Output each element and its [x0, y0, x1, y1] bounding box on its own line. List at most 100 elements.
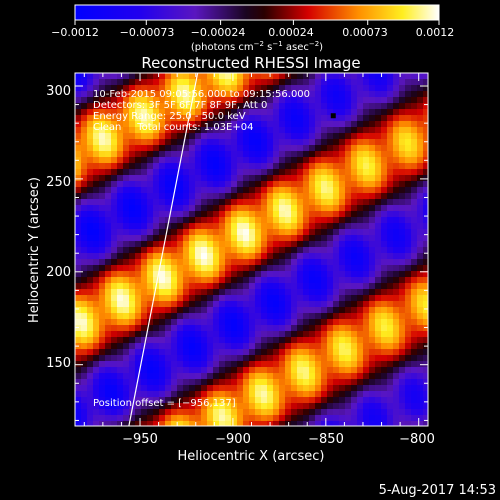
heatmap-cell [75, 187, 82, 194]
heatmap-cell [303, 163, 310, 170]
heatmap-cell [93, 295, 100, 302]
heatmap-cell [213, 295, 220, 302]
heatmap-cell [411, 379, 418, 386]
heatmap-cell [417, 223, 424, 230]
heatmap-cell [393, 361, 400, 368]
heatmap-cell [201, 343, 208, 350]
heatmap-cell [129, 415, 136, 422]
heatmap-cell [285, 139, 292, 146]
heatmap-cell [153, 301, 160, 308]
heatmap-cell [249, 91, 256, 98]
heatmap-cell [123, 295, 130, 302]
heatmap-cell [297, 127, 304, 134]
heatmap-cell [249, 223, 256, 230]
heatmap-cell [291, 199, 298, 206]
heatmap-cell [405, 259, 412, 266]
heatmap-cell [123, 103, 130, 110]
heatmap-cell [105, 211, 112, 218]
heatmap-cell [123, 187, 130, 194]
heatmap-cell [363, 253, 370, 260]
heatmap-cell [393, 139, 400, 146]
heatmap-cell [177, 373, 184, 380]
heatmap-cell [309, 307, 316, 314]
heatmap-cell [405, 193, 412, 200]
heatmap-cell [285, 361, 292, 368]
heatmap-cell [249, 253, 256, 260]
heatmap-cell [393, 295, 400, 302]
heatmap-cell [195, 199, 202, 206]
heatmap-cell [135, 253, 142, 260]
heatmap-cell [147, 73, 154, 80]
heatmap-cell [99, 181, 106, 188]
heatmap-cell [267, 199, 274, 206]
heatmap-cell [231, 145, 238, 152]
heatmap-cell [357, 409, 364, 416]
heatmap-cell [153, 247, 160, 254]
heatmap-cell [213, 355, 220, 362]
heatmap-cell [195, 187, 202, 194]
heatmap-cell [201, 193, 208, 200]
heatmap-cell [327, 247, 334, 254]
heatmap-cell [171, 373, 178, 380]
heatmap-cell [135, 181, 142, 188]
heatmap-cell [345, 331, 352, 338]
heatmap-cell [183, 349, 190, 356]
heatmap-cell [357, 265, 364, 272]
heatmap-cell [261, 121, 268, 128]
heatmap-cell [195, 91, 202, 98]
heatmap-cell [171, 259, 178, 266]
heatmap-cell [261, 241, 268, 248]
heatmap-cell [321, 121, 328, 128]
heatmap-cell [351, 247, 358, 254]
heatmap-cell [237, 409, 244, 416]
heatmap-cell [321, 271, 328, 278]
heatmap-cell [93, 169, 100, 176]
heatmap-cell [261, 277, 268, 284]
heatmap-cell [111, 277, 118, 284]
heatmap-cell [231, 409, 238, 416]
heatmap-cell [303, 349, 310, 356]
heatmap-cell [261, 85, 268, 92]
heatmap-cell [309, 313, 316, 320]
heatmap-cell [141, 187, 148, 194]
heatmap-cell [141, 379, 148, 386]
heatmap-cell [309, 127, 316, 134]
heatmap-cell [375, 181, 382, 188]
heatmap-cell [399, 145, 406, 152]
heatmap-cell [237, 175, 244, 182]
heatmap-cell [357, 133, 364, 140]
heatmap-cell [267, 187, 274, 194]
heatmap-cell [399, 241, 406, 248]
heatmap-cell [267, 109, 274, 116]
heatmap-cell [357, 421, 364, 426]
heatmap-cell [333, 223, 340, 230]
heatmap-cell [129, 265, 136, 272]
heatmap-cell [261, 145, 268, 152]
heatmap-cell [207, 145, 214, 152]
heatmap-cell [381, 313, 388, 320]
heatmap-cell [399, 421, 406, 426]
heatmap-cell [357, 169, 364, 176]
heatmap-cell [135, 97, 142, 104]
heatmap-cell [351, 211, 358, 218]
heatmap-cell [123, 97, 130, 104]
heatmap-cell [357, 247, 364, 254]
heatmap-cell [93, 139, 100, 146]
heatmap-cell [219, 289, 226, 296]
heatmap-cell [81, 97, 88, 104]
heatmap-cell [219, 151, 226, 158]
heatmap-cell [159, 349, 166, 356]
heatmap-cell [243, 169, 250, 176]
heatmap-cell [249, 181, 256, 188]
heatmap-cell [105, 85, 112, 92]
heatmap-cell [135, 169, 142, 176]
heatmap-cell [375, 97, 382, 104]
heatmap-cell [171, 379, 178, 386]
heatmap-cell [393, 187, 400, 194]
heatmap-cell [195, 163, 202, 170]
heatmap-cell [93, 73, 100, 80]
heatmap-cell [417, 415, 424, 422]
heatmap-cell [333, 79, 340, 86]
heatmap-cell [135, 295, 142, 302]
heatmap-cell [183, 223, 190, 230]
